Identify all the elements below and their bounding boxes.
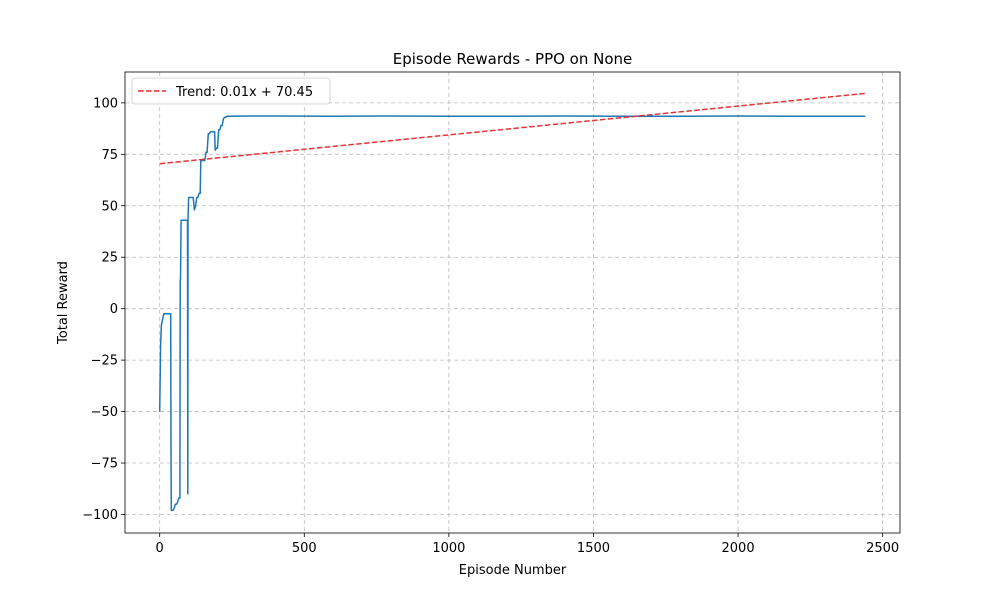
x-tick-label: 0 [156,541,164,556]
legend: Trend: 0.01x + 70.45 [131,77,331,105]
y-tick-label: −75 [91,457,118,472]
y-tick-label: 25 [101,251,118,266]
x-tick-label: 2000 [722,541,755,556]
chart-title: Episode Rewards - PPO on None [393,50,633,68]
y-tick-label: 100 [93,96,118,111]
y-tick-label: −50 [91,405,118,420]
episode-reward-line [158,115,866,512]
x-tick-label: 500 [292,541,317,556]
plot-frame [124,71,901,534]
y-tick-label: 50 [101,199,118,214]
x-tick-label: 1500 [577,541,610,556]
x-tick-label: 2500 [866,541,899,556]
ticks: 0 500 1000 1500 2000 2500 −100 −75 −50 −25 0 25 50 75… [82,96,899,556]
x-tick-label: 1000 [432,541,465,556]
legend-trend-label: Trend: 0.01x + 70.45 [175,85,313,100]
y-tick-label: 75 [101,148,118,163]
y-tick-label: −100 [82,508,118,523]
y-axis-label: Total Reward [56,261,71,345]
series-layer [158,92,866,512]
y-tick-label: 0 [110,302,118,317]
x-axis-label: Episode Number [459,563,567,578]
legend-box [131,77,331,105]
y-tick-label: −25 [91,354,118,369]
